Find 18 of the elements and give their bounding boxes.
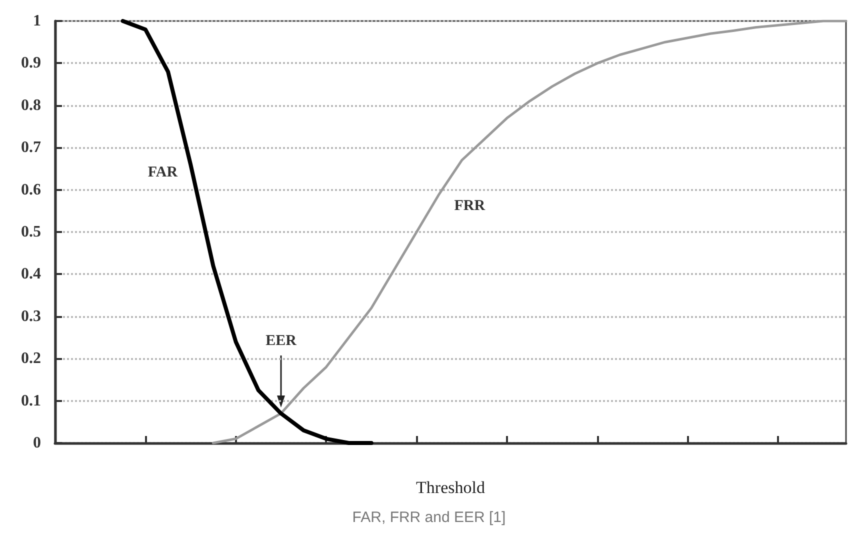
y-tick-label: 0.7 (21, 139, 41, 156)
series-label: FAR (148, 164, 178, 180)
y-tick-label: 1 (33, 12, 41, 30)
y-tick-label: 0.9 (21, 54, 41, 72)
series-label: FRR (454, 198, 486, 214)
y-tick-label: 0.3 (21, 308, 41, 325)
line-series (120, 19, 374, 445)
annotation: EER (266, 332, 297, 349)
y-tick-label: 0.4 (21, 266, 41, 283)
line-series (212, 20, 848, 444)
y-tick-label: 0.5 (21, 224, 41, 240)
y-tick-label: 0.1 (21, 392, 41, 410)
y-tick-label: 0.8 (21, 96, 41, 114)
x-axis-title: Threshold (416, 478, 486, 497)
y-tick-label: 0 (33, 434, 41, 452)
y-tick-label: 0.6 (21, 181, 41, 198)
y-tick-label: 0.2 (21, 350, 41, 368)
text: FAR, FRR and EER [1] (352, 509, 506, 526)
